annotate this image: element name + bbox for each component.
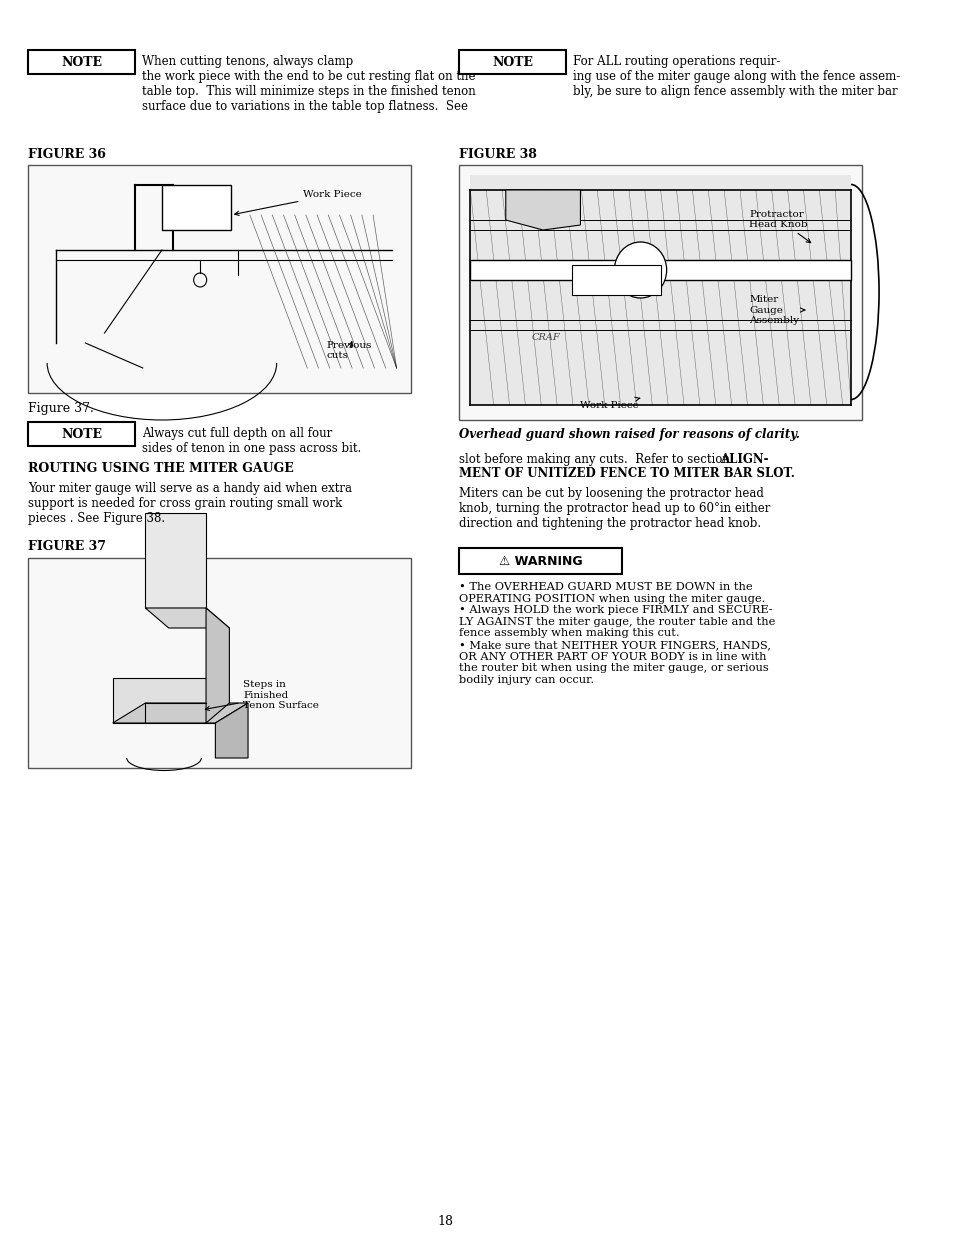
Bar — [162, 185, 231, 230]
Text: NOTE: NOTE — [492, 56, 533, 68]
Text: MENT OF UNITIZED FENCE TO MITER BAR SLOT.: MENT OF UNITIZED FENCE TO MITER BAR SLOT… — [458, 467, 794, 480]
Bar — [470, 261, 850, 280]
Polygon shape — [215, 703, 248, 758]
Text: When cutting tenons, always clamp
the work piece with the end to be cut resting : When cutting tenons, always clamp the wo… — [142, 56, 476, 112]
Bar — [470, 175, 850, 405]
Circle shape — [614, 242, 666, 298]
Text: CRAF: CRAF — [531, 333, 559, 342]
Text: Overhead guard shown raised for reasons of clarity.: Overhead guard shown raised for reasons … — [458, 429, 800, 441]
Text: FIGURE 38: FIGURE 38 — [458, 148, 537, 161]
Bar — [458, 165, 862, 420]
Text: 18: 18 — [436, 1215, 453, 1228]
Bar — [28, 49, 135, 74]
Bar — [572, 266, 660, 295]
Text: ALIGN-: ALIGN- — [720, 453, 768, 466]
Bar — [28, 165, 410, 393]
Polygon shape — [112, 703, 248, 722]
Text: Previous
cuts: Previous cuts — [326, 341, 372, 359]
Text: FIGURE 37: FIGURE 37 — [28, 540, 106, 553]
Bar — [458, 49, 566, 74]
Text: Work Piece: Work Piece — [234, 190, 362, 215]
Text: ⚠ WARNING: ⚠ WARNING — [498, 555, 582, 568]
Text: Steps in
Finished
Tenon Surface: Steps in Finished Tenon Surface — [205, 680, 319, 710]
Text: • The OVERHEAD GUARD MUST BE DOWN in the
OPERATING POSITION when using the miter: • The OVERHEAD GUARD MUST BE DOWN in the… — [458, 582, 775, 684]
Polygon shape — [145, 608, 229, 629]
Text: Miter
Gauge
Assembly: Miter Gauge Assembly — [749, 295, 804, 325]
Bar — [28, 422, 135, 446]
Polygon shape — [505, 190, 579, 230]
Text: NOTE: NOTE — [61, 56, 102, 68]
Text: ROUTING USING THE MITER GAUGE: ROUTING USING THE MITER GAUGE — [28, 462, 294, 475]
Text: NOTE: NOTE — [61, 427, 102, 441]
Bar — [28, 558, 410, 768]
Polygon shape — [206, 608, 229, 722]
Text: Your miter gauge will serve as a handy aid when extra
support is needed for cros: Your miter gauge will serve as a handy a… — [28, 482, 352, 525]
Text: Protractor
Head Knob: Protractor Head Knob — [749, 210, 810, 242]
Text: Always cut full depth on all four
sides of tenon in one pass across bit.: Always cut full depth on all four sides … — [142, 427, 361, 454]
Bar — [458, 548, 621, 574]
Text: Work Piece: Work Piece — [579, 398, 639, 410]
Text: FIGURE 36: FIGURE 36 — [28, 148, 106, 161]
Text: Figure 37.: Figure 37. — [28, 403, 93, 415]
Bar — [112, 678, 215, 722]
Text: For ALL routing operations requir-
ing use of the miter gauge along with the fen: For ALL routing operations requir- ing u… — [573, 56, 900, 98]
Text: slot before making any cuts.  Refer to section: slot before making any cuts. Refer to se… — [458, 453, 733, 466]
Text: Miters can be cut by loosening the protractor head
knob, turning the protractor : Miters can be cut by loosening the protr… — [458, 487, 770, 530]
Bar — [145, 513, 206, 608]
